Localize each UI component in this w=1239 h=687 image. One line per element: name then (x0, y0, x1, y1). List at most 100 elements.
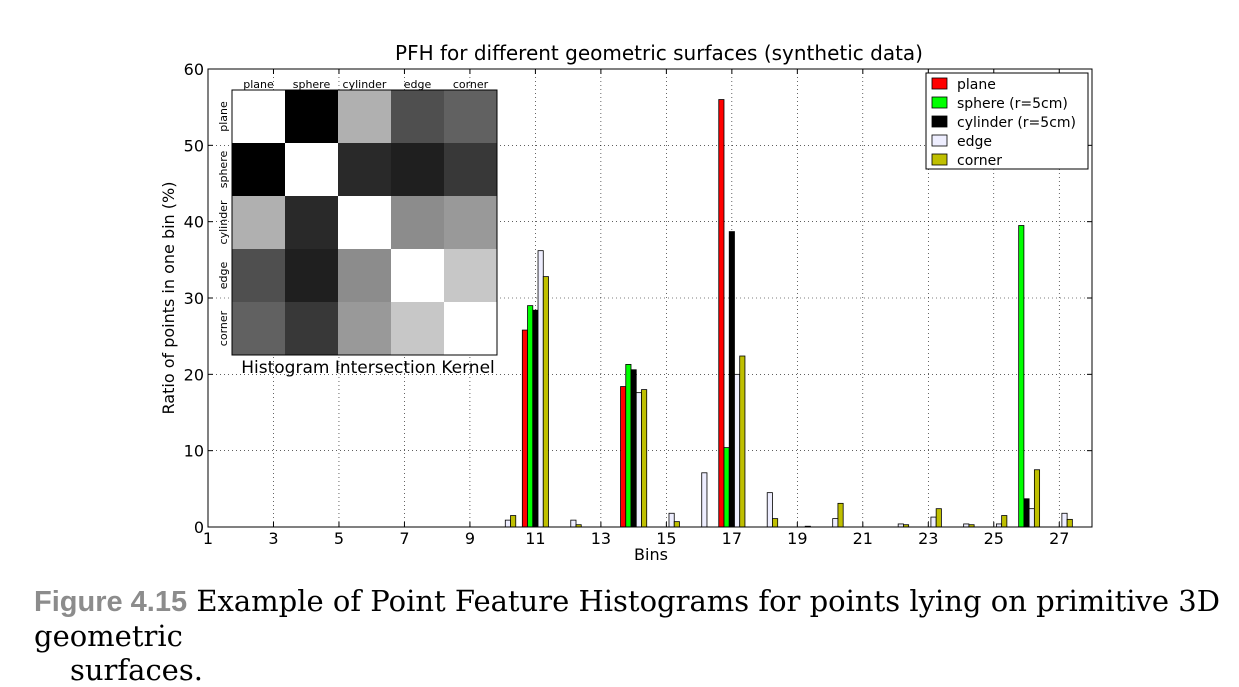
caption-line-1: Example of Point Feature Histograms for … (34, 584, 1220, 653)
y-tick-label: 10 (184, 442, 204, 461)
heatmap-cell (338, 143, 391, 196)
legend-label-corner: corner (957, 153, 1002, 169)
x-tick-label: 23 (918, 529, 938, 548)
bar-corner-bin-23 (935, 508, 942, 528)
bar-sphere-bin-11 (527, 305, 534, 528)
bar-corner-bin-10 (510, 515, 517, 528)
heatmap-cell (232, 196, 285, 249)
heatmap-cell (444, 90, 497, 143)
bar-corner-bin-26 (1033, 469, 1041, 528)
y-axis-label: Ratio of points in one bin (%) (159, 182, 178, 415)
bar-corner-bin-17 (739, 355, 746, 528)
y-tick-label: 0 (194, 518, 204, 537)
bar-cylinder-bin-11 (532, 309, 539, 528)
bar-edge-bin-10 (504, 519, 511, 528)
inset-row-label: sphere (217, 151, 230, 189)
inset-column-label: corner (453, 78, 489, 91)
heatmap-cell (338, 302, 391, 355)
x-tick-label: 3 (268, 529, 278, 548)
bar-edge-bin-17 (734, 373, 741, 528)
heatmap-cell (232, 302, 285, 355)
x-tick-label: 1 (203, 529, 213, 548)
heatmap-cell (391, 143, 444, 196)
bar-corner-bin-25 (1001, 515, 1008, 528)
x-tick-label: 7 (399, 529, 409, 548)
bar-cylinder-bin-17 (728, 231, 735, 528)
bar-cylinder-bin-26 (1023, 498, 1030, 528)
chart-title: PFH for different geometric surfaces (sy… (395, 41, 923, 65)
y-tick-label: 30 (184, 289, 204, 308)
bar-cylinder-bin-14 (630, 369, 637, 528)
bar-sphere-bin-26 (1018, 225, 1025, 528)
bar-corner-bin-14 (641, 389, 648, 528)
bars (504, 99, 1073, 528)
x-tick-label: 27 (1049, 529, 1069, 548)
inset-column-label: plane (243, 78, 274, 91)
heatmap-cell (444, 143, 497, 196)
x-axis-label: Bins (634, 545, 668, 564)
bar-sphere-bin-17 (723, 447, 730, 528)
legend-swatch-plane (931, 77, 948, 90)
bar-plane-bin-14 (620, 386, 627, 528)
inset-caption: Histogram Intersection Kernel (241, 358, 495, 378)
bar-corner-bin-18 (772, 518, 779, 528)
figure-caption: Figure 4.15 Example of Point Feature His… (34, 584, 1229, 687)
legend-label-edge: edge (957, 134, 992, 150)
heatmap-cell (338, 196, 391, 249)
x-tick-label: 15 (656, 529, 676, 548)
x-tick-label: 5 (334, 529, 344, 548)
bar-plane-bin-11 (521, 329, 528, 528)
bar-sphere-bin-14 (625, 364, 632, 528)
caption-line-2: surfaces. (70, 653, 203, 687)
legend-swatch-corner (931, 153, 948, 166)
bar-edge-bin-18 (766, 492, 773, 528)
inset-row-label: corner (217, 310, 230, 346)
heatmap-cell (285, 302, 338, 355)
y-axis-ticks: 0 10 20 30 40 50 60 (184, 60, 1092, 537)
heatmap-cell (232, 90, 285, 143)
inset-row-label: cylinder (217, 200, 230, 244)
legend: plane sphere (r=5cm) cylinder (r=5cm) edge c… (925, 72, 1089, 170)
x-tick-label: 19 (787, 529, 807, 548)
inset-frame (231, 89, 498, 356)
inset-column-label: edge (404, 78, 432, 91)
x-tick-label: 21 (853, 529, 873, 548)
legend-label-cylinder: cylinder (r=5cm) (957, 115, 1076, 131)
heatmap-cell (391, 196, 444, 249)
x-axis-ticks: 1 3 5 7 9 11 13 15 17 19 21 23 25 27 (203, 69, 1069, 548)
heatmap-cell (391, 90, 444, 143)
bar-corner-bin-27 (1066, 518, 1073, 528)
inset-column-labels: plane sphere cylinder edge corner (243, 78, 488, 91)
legend-swatch-sphere (931, 96, 948, 109)
bar-edge-bin-26 (1028, 508, 1035, 528)
y-tick-label: 40 (184, 213, 204, 232)
inset-row-label: plane (217, 101, 230, 132)
inset-column-label: cylinder (343, 78, 387, 91)
heatmap-cell (285, 143, 338, 196)
x-tick-label: 11 (525, 529, 545, 548)
kernel-inset: plane sphere cylinder edge corner plane spher… (217, 78, 498, 378)
inset-row-labels: plane sphere cylinder edge corner (217, 101, 230, 346)
y-tick-label: 20 (184, 365, 204, 384)
bar-corner-bin-20 (837, 502, 844, 528)
y-tick-label: 50 (184, 136, 204, 155)
bar-edge-bin-12 (570, 519, 577, 528)
y-tick-label: 60 (184, 60, 204, 79)
x-tick-label: 25 (984, 529, 1004, 548)
x-tick-label: 13 (591, 529, 611, 548)
caption-label: Figure 4.15 (34, 586, 188, 618)
heatmap-cell (285, 196, 338, 249)
bar-edge-bin-11 (537, 250, 544, 528)
heatmap-cell (444, 196, 497, 249)
legend-label-sphere: sphere (r=5cm) (957, 96, 1068, 112)
bar-edge-bin-16 (701, 472, 708, 528)
inset-row-label: edge (217, 262, 230, 290)
bar-corner-bin-15 (673, 521, 680, 528)
inset-column-label: sphere (293, 78, 331, 91)
heatmap-cell (391, 249, 444, 302)
inset-heatmap (232, 90, 497, 355)
bar-edge-bin-23 (930, 516, 937, 528)
pfh-figure: PFH for different geometric surfaces (sy… (159, 41, 1093, 564)
bar-edge-bin-15 (668, 512, 675, 528)
legend-frame (925, 72, 1089, 170)
